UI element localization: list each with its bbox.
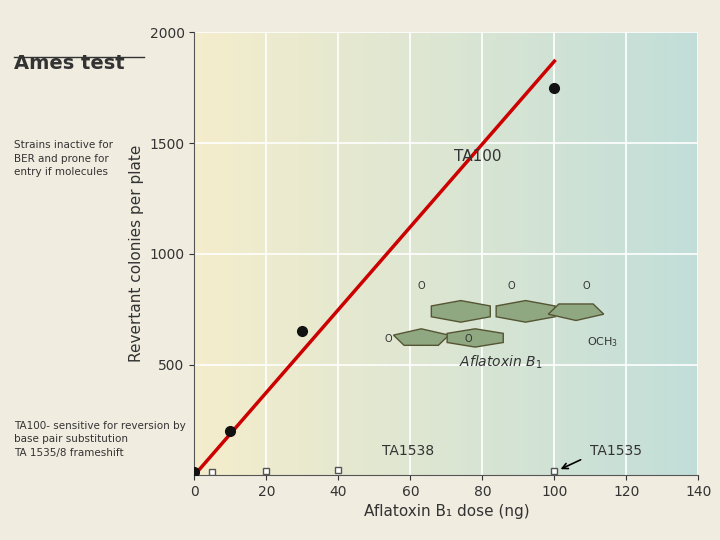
Text: O: O bbox=[583, 281, 590, 291]
Text: O: O bbox=[464, 334, 472, 344]
Polygon shape bbox=[548, 304, 604, 321]
Text: TA100- sensitive for reversion by
base pair substitution
TA 1535/8 frameshift: TA100- sensitive for reversion by base p… bbox=[14, 421, 186, 457]
Text: Aflatoxin B$_1$: Aflatoxin B$_1$ bbox=[459, 354, 542, 371]
X-axis label: Aflatoxin B₁ dose (ng): Aflatoxin B₁ dose (ng) bbox=[364, 504, 529, 519]
Text: OCH$_3$: OCH$_3$ bbox=[587, 335, 618, 349]
Y-axis label: Revertant colonies per plate: Revertant colonies per plate bbox=[129, 145, 144, 362]
Text: O: O bbox=[508, 281, 515, 291]
Text: O: O bbox=[385, 334, 392, 344]
Polygon shape bbox=[393, 329, 449, 345]
Text: TA100: TA100 bbox=[454, 149, 501, 164]
Text: TA1535: TA1535 bbox=[590, 444, 642, 458]
Polygon shape bbox=[447, 329, 503, 347]
Text: TA1538: TA1538 bbox=[382, 444, 433, 458]
Polygon shape bbox=[496, 301, 555, 322]
Text: Ames test: Ames test bbox=[14, 54, 125, 73]
Polygon shape bbox=[431, 301, 490, 322]
Text: O: O bbox=[418, 281, 425, 291]
Text: Strains inactive for
BER and prone for
entry if molecules: Strains inactive for BER and prone for e… bbox=[14, 140, 114, 177]
